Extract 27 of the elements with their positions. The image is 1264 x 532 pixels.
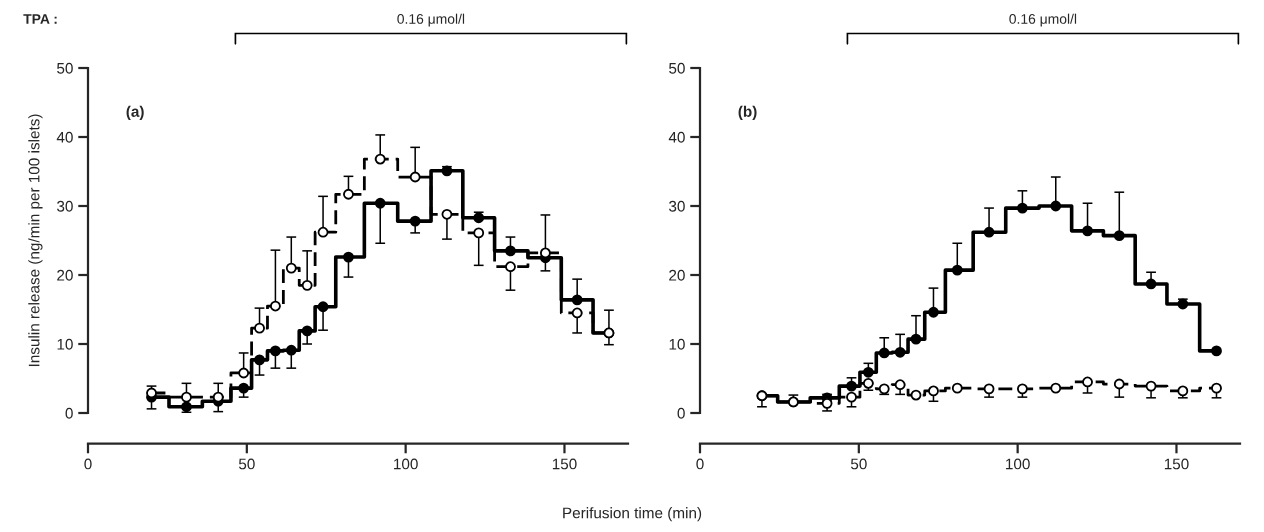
y-tick-label: 20: [57, 269, 73, 281]
x-tick-label: 100: [394, 458, 418, 470]
y-tick-label: 10: [57, 338, 73, 350]
y-tick-label: 10: [669, 338, 685, 350]
x-tick-label: 0: [84, 458, 92, 470]
text: 0.16 μmol/l: [397, 13, 465, 27]
x-tick-label: 150: [552, 458, 577, 470]
y-tick-label: 30: [669, 200, 685, 212]
y-tick-label: 0: [65, 407, 73, 419]
x-axis-title: Perifusion time (min): [563, 507, 702, 522]
x-tick-label: 50: [238, 458, 255, 470]
y-tick-label: 40: [668, 131, 685, 143]
annotation: (a): [126, 105, 144, 120]
x-tick-label: 50: [850, 458, 867, 470]
annotation: (b): [738, 105, 757, 120]
y-tick-label: 50: [669, 62, 685, 74]
y-tick-label: 20: [669, 269, 685, 281]
y-tick-label: 30: [57, 200, 73, 212]
y-tick-label: 50: [57, 62, 73, 74]
y-axis-title: Insulin release (ng/min per 100 islets): [28, 114, 43, 367]
y-tick-label: 40: [56, 131, 73, 143]
x-tick-label: 100: [1006, 458, 1030, 470]
x-tick-label: 150: [1164, 458, 1189, 470]
x-tick-label: 0: [696, 458, 704, 470]
y-tick-label: 0: [677, 407, 685, 419]
text: TPA :: [23, 14, 57, 24]
text: 0.16 μmol/l: [1009, 13, 1077, 27]
